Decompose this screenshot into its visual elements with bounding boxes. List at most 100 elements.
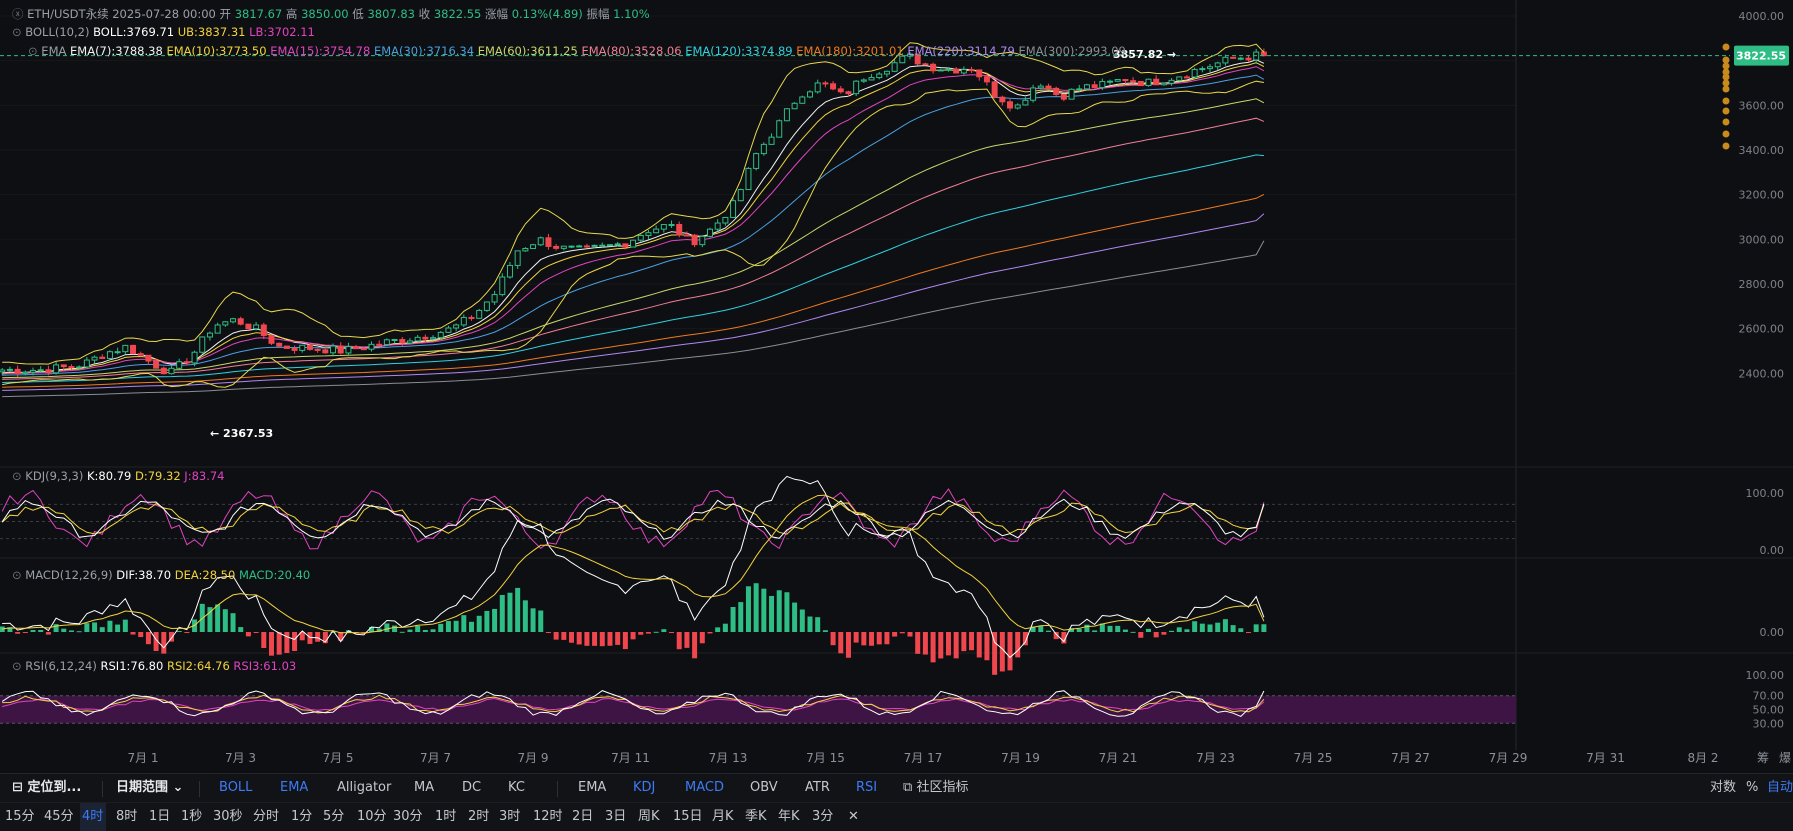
interval-option[interactable]: 10分 <box>357 809 387 824</box>
candle <box>868 74 875 81</box>
interval-option[interactable]: 年K <box>778 809 800 824</box>
locate-button[interactable]: ⊟ 定位到... <box>12 774 81 802</box>
macd-histogram-bar <box>92 622 98 632</box>
price-tick-label: 3200.00 <box>1739 189 1785 202</box>
price-tick-label: 2600.00 <box>1739 323 1785 336</box>
interval-option[interactable]: 45分 <box>44 809 74 824</box>
macd-histogram-bar <box>953 632 959 659</box>
interval-option[interactable]: 月K <box>712 809 734 824</box>
log-scale-toggle[interactable]: 对数 <box>1710 780 1737 795</box>
indicator-boll-toggle[interactable]: BOLL <box>219 780 253 795</box>
interval-option[interactable]: 3日 <box>605 809 627 824</box>
candle <box>976 69 983 81</box>
macd-histogram-bar <box>1238 628 1244 632</box>
interval-option[interactable]: 3时 <box>499 809 521 824</box>
candle-body <box>868 77 875 81</box>
candle <box>83 356 90 369</box>
boll-lb-line <box>2 80 1264 388</box>
macd-histogram-bar <box>115 624 121 632</box>
interval-option[interactable]: 1时 <box>435 809 457 824</box>
interval-option[interactable]: 8时 <box>116 809 138 824</box>
candle <box>530 243 537 249</box>
interval-option[interactable]: 季K <box>745 809 767 824</box>
indicator-dc-toggle[interactable]: DC <box>462 780 482 795</box>
macd-histogram-bar <box>669 632 675 634</box>
candle-body <box>1107 80 1114 83</box>
indicator-ma-toggle[interactable]: MA <box>414 780 435 795</box>
indicator-kc-toggle[interactable]: KC <box>508 780 525 795</box>
sub-atr-toggle[interactable]: ATR <box>805 780 830 795</box>
time-axis[interactable]: 7月 1 7月 3 7月 5 7月 7 7月 9 7月 11 7月 13 7月 15 7月 17… <box>127 751 1791 765</box>
macd-histogram-bar <box>322 632 328 644</box>
candle-body <box>183 361 190 364</box>
macd-histogram-bar <box>630 632 636 640</box>
interval-option[interactable]: 15日 <box>673 809 703 824</box>
ema-line-300 <box>2 240 1265 398</box>
candle-body <box>168 367 175 375</box>
interval-option[interactable]: 3分 <box>812 809 834 824</box>
candle-body <box>376 343 383 346</box>
percent-scale-toggle[interactable]: % <box>1746 780 1759 795</box>
auto-scale-toggle[interactable]: 自动 <box>1767 780 1793 795</box>
macd-histogram-bar <box>99 627 105 632</box>
interval-option[interactable]: 1分 <box>291 809 313 824</box>
interval-option[interactable]: 1日 <box>149 809 171 824</box>
order-marker-dot <box>1722 68 1730 76</box>
candle <box>437 331 444 340</box>
kdj-tick-label: 100.00 <box>1746 487 1785 500</box>
kdj-legend: ⊙ KDJ(9,3,3) K:80.79 D:79.32 J:83.74 <box>12 469 225 483</box>
candle-body <box>176 361 183 369</box>
candle-body <box>891 62 898 72</box>
candle <box>291 345 298 354</box>
interval-option[interactable]: 周K <box>638 809 660 824</box>
macd-histogram-bar <box>1207 624 1213 632</box>
macd-histogram-bar <box>915 632 921 654</box>
macd-histogram-bar <box>830 632 836 646</box>
candle-body <box>437 331 444 339</box>
interval-option[interactable]: 30秒 <box>213 809 243 824</box>
macd-histogram-bar <box>138 632 144 638</box>
sub-ema-toggle[interactable]: EMA <box>578 780 607 795</box>
interval-option[interactable]: 分时 <box>253 809 280 824</box>
candle <box>953 67 960 74</box>
macd-histogram-bar <box>622 632 628 650</box>
sub-rsi-toggle[interactable]: RSI <box>856 780 878 795</box>
interval-option[interactable]: 2时 <box>468 809 490 824</box>
candle-body <box>768 136 775 145</box>
close-icon[interactable]: ✕ <box>848 809 859 824</box>
chart-canvas[interactable]: 4000.003800.003600.003400.003200.003000.… <box>0 0 1793 773</box>
candle <box>145 354 152 365</box>
order-marker-dot <box>1722 43 1730 51</box>
time-tick-label: 7月 31 <box>1586 751 1625 765</box>
interval-option[interactable]: 30分 <box>393 809 423 824</box>
price-tick-label: 2800.00 <box>1739 278 1785 291</box>
interval-option[interactable]: 5分 <box>323 809 345 824</box>
sub-kdj-toggle[interactable]: KDJ <box>633 780 656 795</box>
interval-option[interactable]: 4时 <box>82 809 104 824</box>
candle <box>476 308 483 319</box>
time-tick-label: 7月 3 <box>225 751 256 765</box>
indicator-alligator-toggle[interactable]: Alligator <box>337 780 392 795</box>
indicator-ema-toggle[interactable]: EMA <box>280 780 309 795</box>
date-range-dropdown[interactable]: 日期范围 ⌄ <box>116 774 183 802</box>
sub-obv-toggle[interactable]: OBV <box>750 780 778 795</box>
candle <box>968 66 975 74</box>
price-axis[interactable]: 4000.003800.003600.003400.003200.003000.… <box>0 0 1789 750</box>
candle-body <box>1083 84 1090 90</box>
candle-body <box>883 70 890 75</box>
macd-histogram-bar <box>168 632 174 642</box>
candle-body <box>660 224 667 230</box>
candle-body <box>853 80 860 95</box>
candle <box>45 365 52 376</box>
community-indicators-button[interactable]: ⧉ 社区指标 <box>903 774 968 802</box>
candle <box>1099 78 1106 91</box>
candle-body <box>230 318 237 323</box>
sub-macd-toggle[interactable]: MACD <box>685 780 724 795</box>
interval-option[interactable]: 12时 <box>533 809 563 824</box>
interval-option[interactable]: 15分 <box>5 809 35 824</box>
interval-option[interactable]: 1秒 <box>181 809 203 824</box>
candle <box>1237 56 1244 61</box>
macd-histogram-bar <box>1092 630 1098 632</box>
candle <box>1053 86 1060 96</box>
interval-option[interactable]: 2日 <box>572 809 594 824</box>
